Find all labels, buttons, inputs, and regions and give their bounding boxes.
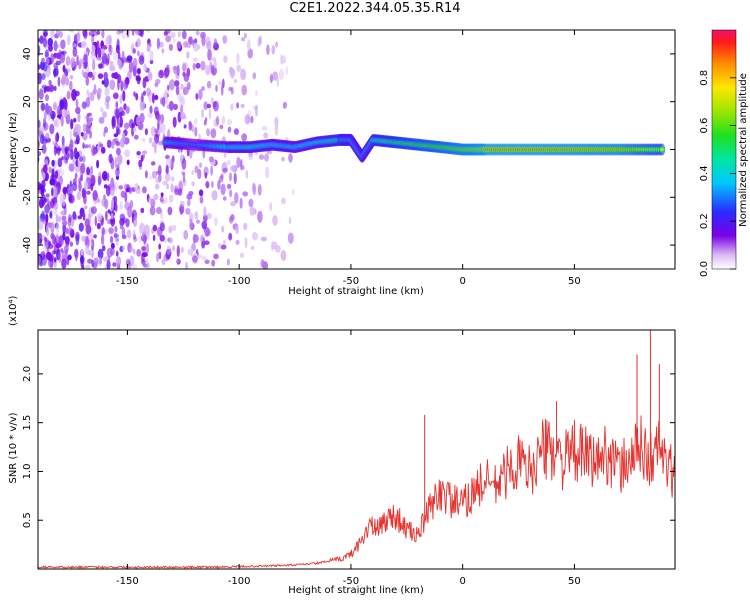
snr-line-series [38, 330, 675, 569]
spectrogram-x-tick-label: 50 [568, 276, 581, 287]
spectrogram-y-tick-label: -20 [22, 189, 33, 205]
snr-x-tick-label: -100 [228, 576, 251, 587]
colorbar-tick-label: 0.8 [699, 70, 710, 86]
spectrogram-panel: -150 -100 -50 0 50 -40 -20 0 20 40 Height of str… [8, 29, 676, 297]
colorbar-tick-label: 0.4 [699, 165, 710, 181]
colorbar-tick-label: 0.6 [699, 118, 710, 134]
spectrogram-heatmap [38, 30, 666, 269]
spectrogram-band [162, 133, 666, 163]
spectrogram-x-tick-label: -50 [343, 276, 359, 287]
snr-panel: -150 -100 -50 0 50 0.5 1.0 1.5 2.0 Height of st… [8, 295, 676, 596]
snr-y-tick-label: 0.5 [22, 512, 33, 528]
colorbar-tick-label: 0.2 [699, 213, 710, 229]
snr-frame [37, 329, 676, 570]
spectrogram-y-tick-label: -40 [22, 237, 33, 253]
snr-y-axis-title: SNR (10 * v/v) [8, 412, 19, 483]
snr-x-tick-label: -50 [343, 576, 359, 587]
spectrogram-x-axis-title: Height of straight line (km) [288, 286, 424, 297]
colorbar-gradient [711, 29, 737, 270]
colorbar-tick-label: 0.0 [699, 261, 710, 277]
spectrogram-y-tick-label: 20 [22, 95, 33, 108]
spectrogram-x-ticks: -150 -100 -50 0 50 [116, 30, 581, 287]
snr-y-multiplier: (x10⁴) [8, 295, 19, 326]
snr-x-ticks: -150 -100 -50 0 50 [116, 330, 581, 587]
spectrogram-y-ticks: -40 -20 0 20 40 [22, 48, 675, 253]
page-title: C2E1.2022.344.05.35.R14 [289, 1, 461, 16]
snr-x-axis-title: Height of straight line (km) [288, 585, 424, 596]
spectrogram-y-tick-label: 0 [22, 146, 33, 152]
spectrogram-y-tick-label: 40 [22, 48, 33, 61]
colorbar: 0.0 0.2 0.4 0.6 0.8 Normalized spectral ampl… [699, 29, 749, 277]
spectrogram-y-axis-title: Frequency (Hz) [8, 112, 19, 188]
spectrogram-x-tick-label: -150 [116, 276, 139, 287]
snr-y-tick-label: 1.0 [22, 463, 33, 479]
snr-x-tick-label: 0 [459, 576, 465, 587]
spectrogram-x-tick-label: 0 [459, 276, 465, 287]
snr-y-tick-label: 1.5 [22, 415, 33, 431]
colorbar-title: Normalized spectral amplitude [738, 73, 749, 227]
snr-line [38, 415, 675, 569]
snr-y-tick-label: 2.0 [22, 366, 33, 382]
spectrogram-noise [38, 30, 295, 269]
snr-x-tick-label: 50 [568, 576, 581, 587]
snr-x-tick-label: -150 [116, 576, 139, 587]
colorbar-ticks: 0.0 0.2 0.4 0.6 0.8 [699, 70, 736, 277]
snr-y-ticks: 0.5 1.0 1.5 2.0 [22, 366, 675, 528]
spectrogram-x-tick-label: -100 [228, 276, 251, 287]
